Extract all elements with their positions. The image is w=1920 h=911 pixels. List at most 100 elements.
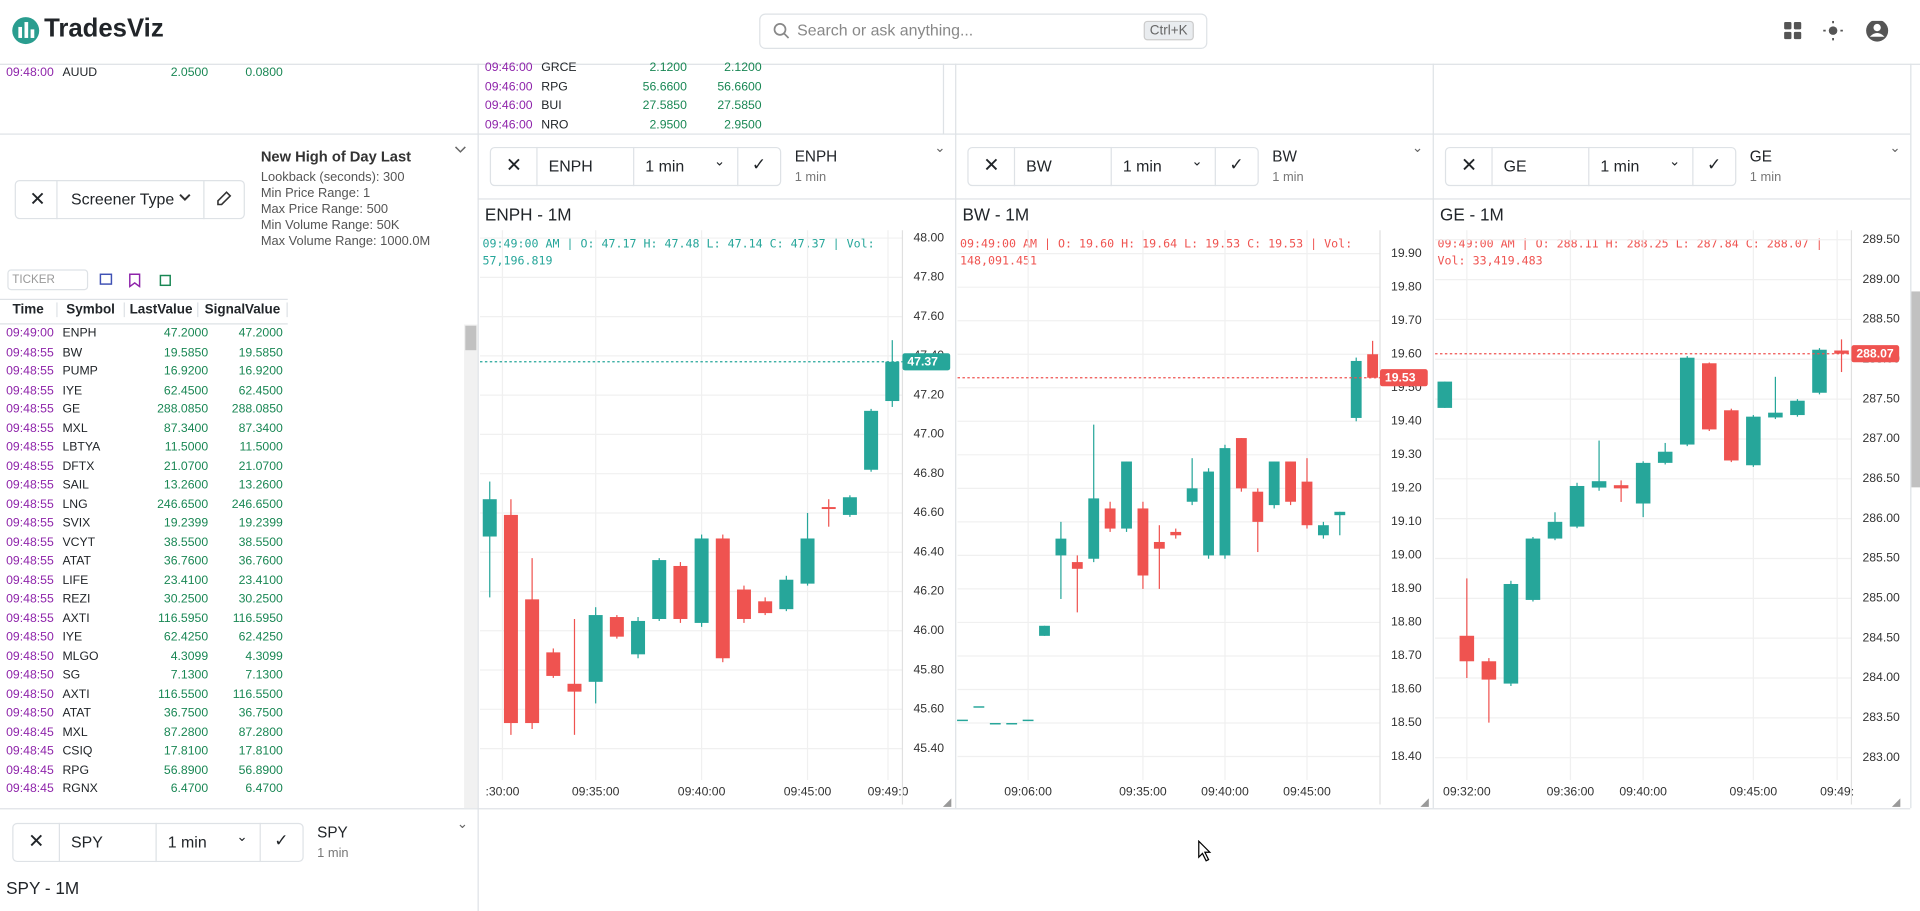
y-tick-label: 18.90 <box>1391 581 1422 595</box>
table-header: Time Symbol LastValue SignalValue <box>0 298 288 325</box>
cell: 56.8900 <box>238 763 283 777</box>
candle-body <box>715 538 730 659</box>
cell: 47.2000 <box>163 326 209 341</box>
y-tick-label: 286.50 <box>1862 471 1900 485</box>
symbol-input: SPY <box>71 832 103 852</box>
cell: 11.5000 <box>164 440 209 455</box>
cell: 30.2500 <box>238 592 283 607</box>
divider <box>155 822 157 863</box>
y-tick-label: 46.60 <box>913 505 944 519</box>
column-header: Time <box>0 302 58 318</box>
ohlc-info: 09:49:00 AM | O: 288.11 H: 288.25 L: 287… <box>1437 237 1823 269</box>
scrollbar-thumb[interactable] <box>465 325 477 351</box>
y-tick-label: 19.70 <box>1391 313 1422 327</box>
y-tick-label: 288.50 <box>1862 312 1900 326</box>
last-price-badge <box>1380 369 1428 387</box>
cell: ATAT <box>62 554 92 569</box>
cell: 16.9200 <box>163 364 209 379</box>
page-scrollbar[interactable] <box>1911 291 1920 488</box>
ohlc-info: 09:49:00 AM | O: 19.60 H: 19.64 L: 19.53… <box>960 237 1353 269</box>
cell: 116.5950 <box>232 611 283 626</box>
cell: 87.3400 <box>163 421 209 436</box>
cell: MLGO <box>62 649 99 664</box>
cell: 288.0850 <box>231 402 283 417</box>
x-tick-label: 09:49:0 <box>868 784 909 798</box>
candle-body <box>885 361 900 402</box>
cell: 09:48:45 <box>6 763 54 777</box>
y-tick-label: 19.00 <box>1391 548 1422 562</box>
cell: NRO <box>541 118 569 132</box>
ticker-input[interactable] <box>7 269 89 291</box>
cell: 2.1200 <box>649 61 687 75</box>
cell: 16.9200 <box>238 364 283 379</box>
y-tick-label: 18.40 <box>1391 749 1422 763</box>
divider <box>1013 146 1016 187</box>
candle-body <box>989 723 1001 725</box>
chevron <box>179 194 191 201</box>
ticker-placeholder: TICKER <box>12 273 55 287</box>
chevron: ⌄ <box>236 830 248 845</box>
y-tick-label: 19.20 <box>1391 481 1422 495</box>
candle-body <box>1203 471 1214 556</box>
candle-body <box>1437 381 1453 408</box>
cell: RGNX <box>62 782 98 796</box>
y-tick-label: 284.50 <box>1862 630 1900 644</box>
panel-title: BW <box>1272 148 1297 166</box>
cell: 09:48:50 <box>6 630 54 645</box>
resize-handle: ◢ <box>942 795 952 809</box>
candle-body <box>1285 461 1297 502</box>
chevron[interactable] <box>454 146 466 156</box>
search-box[interactable] <box>759 13 1208 49</box>
y-tick-label: 287.50 <box>1862 391 1900 405</box>
candle-body <box>1137 508 1149 576</box>
cell: ENPH <box>62 326 97 341</box>
candle-body <box>736 589 751 619</box>
cell: 09:48:55 <box>6 497 54 512</box>
x-tick-label: 09:06:00 <box>1004 784 1052 798</box>
cell: 09:48:45 <box>6 782 54 796</box>
cell: 7.1300 <box>170 668 209 683</box>
chart-title: BW - 1M <box>962 204 1030 225</box>
candle-body <box>864 410 879 470</box>
table-tools[interactable] <box>99 273 172 288</box>
candle-body <box>546 652 561 676</box>
cell: 19.2399 <box>163 516 209 531</box>
y-tick-label: 19.50 <box>1391 380 1422 394</box>
cell: 23.4100 <box>163 573 209 588</box>
header-icons[interactable] <box>1784 20 1894 43</box>
candle-body <box>1088 498 1100 559</box>
y-tick-label: 288.00 <box>1862 352 1900 366</box>
cell: 09:48:55 <box>6 440 54 455</box>
close-button[interactable]: ✕ <box>29 189 46 211</box>
panel-menu: ⌄ <box>456 816 469 832</box>
y-tick-label: 18.80 <box>1391 615 1422 629</box>
screener-type[interactable]: Screener Type <box>71 189 175 209</box>
panel-menu: ⌄ <box>934 140 946 156</box>
cell: 2.9500 <box>649 118 687 132</box>
y-tick-label: 19.80 <box>1391 279 1422 293</box>
logo-text: TradesViz <box>44 14 164 43</box>
chevron: ⌄ <box>713 154 726 169</box>
y-tick-label: 46.80 <box>913 466 944 480</box>
cell: 09:48:55 <box>6 459 54 474</box>
candle-body <box>842 497 857 515</box>
candle-body <box>973 706 985 708</box>
y-tick-label: 289.50 <box>1862 232 1900 246</box>
y-tick-label: 46.40 <box>913 544 944 558</box>
interval-select: 1 min <box>1600 156 1640 176</box>
candle-body <box>1301 481 1313 526</box>
cell: 09:46:00 <box>484 118 533 132</box>
edit-button[interactable] <box>216 190 233 207</box>
candle-body <box>652 560 667 619</box>
toolbar <box>12 822 304 863</box>
y-tick-label: 45.60 <box>913 702 944 716</box>
cell: 4.3099 <box>245 649 283 664</box>
table-body: 09:49:00 ENPH 47.2000 47.2000 09:48:55 BW 19.5… <box>0 324 465 808</box>
cell: MXL <box>62 725 88 739</box>
cell: 62.4500 <box>238 383 283 398</box>
candle-body <box>1317 525 1329 536</box>
cell: 09:46:00 <box>484 61 533 75</box>
candle-body <box>1790 400 1805 416</box>
apply-button: ✓ <box>274 830 289 850</box>
cell: 17.8100 <box>163 744 209 758</box>
